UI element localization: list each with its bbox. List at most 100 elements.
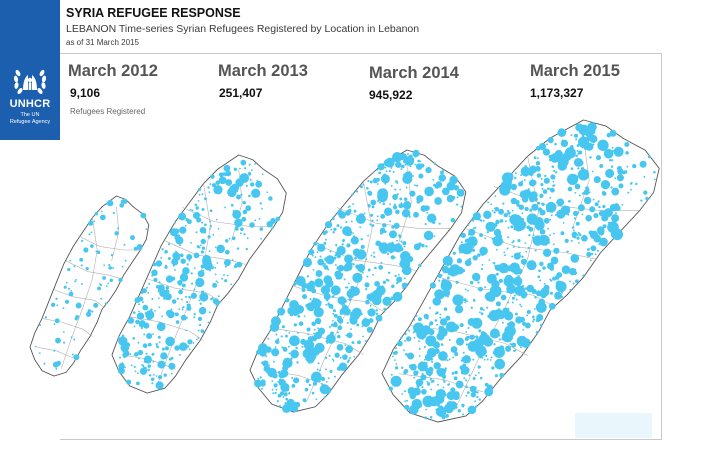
refugee-location-dot — [325, 303, 328, 306]
refugee-location-dot — [304, 400, 307, 403]
refugee-location-dot — [416, 184, 419, 187]
refugee-location-dot — [484, 286, 487, 289]
refugee-location-dot — [329, 250, 332, 253]
refugee-location-dot — [288, 358, 291, 361]
refugee-location-dot — [197, 200, 200, 202]
refugee-location-dot — [424, 416, 428, 420]
refugee-location-dot — [209, 225, 212, 228]
refugee-location-dot — [534, 295, 537, 299]
refugee-location-dot — [437, 273, 442, 278]
refugee-location-dot — [121, 334, 125, 338]
refugee-location-dot — [239, 167, 241, 170]
refugee-location-dot — [413, 376, 416, 379]
refugee-location-dot — [193, 267, 196, 270]
refugee-location-dot — [250, 169, 253, 172]
refugee-location-dot — [370, 199, 377, 206]
refugee-location-dot — [352, 203, 355, 206]
refugee-location-dot — [232, 209, 235, 212]
refugee-location-dot — [320, 376, 326, 382]
refugee-location-dot — [233, 167, 237, 171]
refugee-location-dot — [369, 180, 373, 184]
refugee-location-dot — [322, 264, 325, 267]
refugee-location-dot — [277, 393, 282, 398]
refugee-location-dot — [367, 204, 371, 208]
refugee-location-dot — [417, 384, 420, 387]
refugee-location-dot — [538, 269, 541, 273]
refugee-location-dot — [500, 192, 503, 195]
refugee-location-dot — [161, 248, 164, 251]
refugee-location-dot — [524, 242, 527, 245]
refugee-location-dot — [429, 306, 431, 309]
refugee-location-dot — [335, 244, 338, 247]
refugee-location-dot — [481, 263, 484, 266]
refugee-location-dot — [536, 157, 539, 160]
refugee-location-dot — [281, 346, 284, 349]
refugee-location-dot — [198, 306, 207, 315]
refugee-location-dot — [588, 189, 590, 191]
legend-box — [575, 413, 652, 438]
refugee-location-dot — [155, 260, 163, 267]
refugee-location-dot — [531, 236, 534, 239]
refugee-location-dot — [336, 267, 339, 270]
refugee-location-dot — [108, 263, 111, 267]
refugee-location-dot — [402, 201, 412, 210]
refugee-location-dot — [147, 344, 150, 347]
refugee-location-dot — [586, 129, 589, 132]
refugee-location-dot — [375, 314, 383, 322]
lebanon-map-2014 — [249, 149, 467, 413]
refugee-location-dot — [314, 331, 323, 340]
refugee-location-dot — [551, 165, 555, 168]
refugee-location-dot — [630, 181, 633, 184]
refugee-location-dot — [495, 248, 498, 251]
refugee-location-dot — [498, 334, 501, 337]
refugee-location-dot — [529, 208, 533, 212]
refugee-location-dot — [508, 215, 511, 218]
refugee-location-dot — [138, 357, 140, 360]
time-series-panel — [60, 53, 662, 440]
refugee-location-dot — [404, 163, 407, 166]
refugee-location-dot — [568, 199, 571, 203]
refugee-location-dot — [277, 323, 280, 326]
refugee-location-dot — [261, 361, 265, 365]
refugee-location-dot — [442, 368, 447, 373]
refugee-location-dot — [129, 353, 132, 356]
refugee-location-dot — [261, 387, 264, 390]
refugee-location-dot — [475, 405, 478, 408]
refugee-location-dot — [482, 349, 487, 355]
refugee-location-dot — [433, 162, 437, 165]
refugee-location-dot — [400, 336, 403, 340]
refugee-location-dot — [327, 268, 330, 271]
refugee-location-dot — [369, 223, 372, 226]
refugee-location-dot — [317, 245, 320, 247]
refugee-location-dot — [547, 136, 554, 144]
refugee-location-dot — [209, 220, 212, 223]
refugee-location-dot — [345, 220, 348, 224]
refugee-location-dot — [464, 301, 467, 304]
refugee-location-dot — [399, 188, 402, 191]
refugee-location-dot — [105, 202, 109, 205]
refugee-location-dot — [408, 154, 413, 159]
refugee-location-dot — [199, 292, 209, 302]
refugee-location-dot — [314, 278, 324, 288]
refugee-location-dot — [127, 317, 135, 324]
refugee-location-dot — [534, 167, 536, 170]
refugee-location-dot — [90, 231, 93, 234]
refugee-location-dot — [364, 282, 370, 288]
refugee-location-dot — [157, 335, 161, 339]
refugee-location-dot — [323, 396, 326, 399]
refugee-location-dot — [198, 193, 201, 196]
refugee-location-dot — [53, 323, 56, 326]
refugee-location-dot — [590, 245, 597, 252]
refugee-location-dot — [473, 338, 484, 349]
refugee-location-dot — [215, 302, 220, 306]
refugee-location-dot — [574, 191, 577, 194]
refugee-location-dot — [261, 173, 264, 176]
refugee-location-dot — [254, 379, 263, 388]
refugee-location-dot — [230, 283, 233, 286]
refugee-location-dot — [70, 336, 73, 339]
district-boundary — [37, 346, 74, 359]
refugee-location-dot — [503, 251, 506, 254]
refugee-location-dot — [438, 222, 441, 225]
refugee-location-dot — [465, 386, 468, 389]
refugee-location-dot — [426, 191, 429, 194]
